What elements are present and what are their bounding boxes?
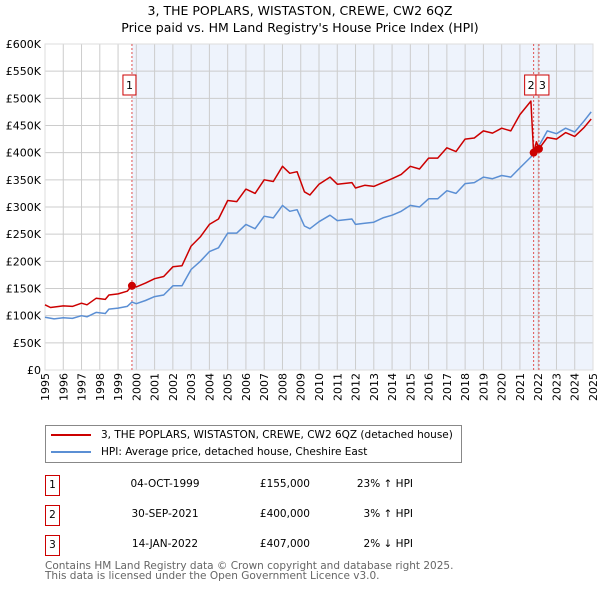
transaction-price: £400,000	[259, 508, 310, 520]
transaction-hpi-diff: 3% ↑ HPI	[363, 508, 413, 520]
x-tick-label: 1996	[57, 373, 70, 401]
y-tick-label: £150K	[6, 283, 42, 296]
sale-point	[127, 281, 136, 290]
plot-border	[44, 43, 594, 371]
sale-label-box	[122, 74, 137, 96]
y-tick-label: £450K	[6, 120, 42, 133]
x-tick-label: 2005	[222, 373, 235, 401]
chart-title-line2: Price paid vs. HM Land Registry's House …	[121, 20, 479, 35]
x-tick-label: 2003	[185, 373, 198, 401]
x-tick-label: 2009	[295, 373, 308, 401]
x-tick-label: 2016	[423, 373, 436, 401]
y-tick-label: £550K	[6, 65, 42, 78]
sale-point	[534, 144, 543, 153]
x-tick-label: 2025	[587, 373, 600, 401]
legend-label-hpi: HPI: Average price, detached house, Ches…	[101, 446, 368, 458]
x-tick-label: 2015	[404, 373, 417, 401]
x-tick-label: 2006	[240, 373, 253, 401]
x-tick-label: 2014	[386, 373, 399, 401]
transaction-row: 2 30-SEP-2021 £400,000 3% ↑ HPI	[45, 505, 465, 526]
y-tick-label: £50K	[13, 337, 42, 350]
x-tick-label: 2011	[331, 373, 344, 401]
transaction-number: 3	[45, 535, 60, 556]
y-tick-label: £400K	[6, 147, 42, 160]
hpi-line	[44, 111, 592, 320]
x-tick-label: 2000	[130, 373, 143, 401]
x-tick-label: 2002	[167, 373, 180, 401]
transaction-price: £407,000	[259, 538, 310, 550]
transaction-hpi-diff: 2% ↓ HPI	[363, 538, 413, 550]
y-tick-label: £200K	[6, 255, 42, 268]
x-tick-label: 2007	[258, 373, 271, 401]
x-tick-label: 2022	[532, 373, 545, 401]
transaction-row: 1 04-OCT-1999 £155,000 23% ↑ HPI	[45, 475, 465, 496]
y-tick-label: £0	[27, 364, 41, 377]
legend-item-hpi: HPI: Average price, detached house, Ches…	[51, 446, 367, 458]
price-chart: £0 £50K £100K £150K £200K £250K £300K £350K £400…	[6, 38, 600, 401]
transaction-date: 14-JAN-2022	[131, 538, 199, 550]
chart-title-line1: 3, THE POPLARS, WISTASTON, CREWE, CW2 6Q…	[147, 3, 453, 18]
sale-label-box	[535, 74, 550, 96]
legend-label-property: 3, THE POPLARS, WISTASTON, CREWE, CW2 6Q…	[101, 429, 453, 441]
x-tick-label: 2004	[203, 373, 216, 401]
y-tick-label: £500K	[6, 92, 42, 105]
transaction-date: 04-OCT-1999	[130, 478, 200, 490]
x-tick-label: 2021	[514, 373, 527, 401]
y-tick-label: £250K	[6, 228, 42, 241]
transaction-date: 30-SEP-2021	[131, 508, 199, 520]
transaction-number: 2	[45, 505, 60, 526]
x-tick-label: 2012	[350, 373, 363, 401]
x-tick-label: 2020	[496, 373, 509, 401]
sale-label-number: 3	[539, 79, 546, 92]
y-tick-label: £600K	[6, 38, 42, 51]
x-tick-label: 2024	[569, 373, 582, 401]
x-tick-label: 1995	[39, 373, 52, 401]
transaction-number: 1	[45, 475, 60, 496]
transaction-hpi-diff: 23% ↑ HPI	[356, 478, 413, 490]
x-tick-label: 2017	[441, 373, 454, 401]
y-tick-label: £100K	[6, 310, 42, 323]
x-tick-label: 2010	[313, 373, 326, 401]
x-tick-label: 1999	[112, 373, 125, 401]
legend: 3, THE POPLARS, WISTASTON, CREWE, CW2 6Q…	[45, 425, 462, 463]
legend-swatch-property	[51, 434, 91, 436]
x-tick-label: 2001	[149, 373, 162, 401]
x-tick-label: 2008	[276, 373, 289, 401]
x-tick-label: 1998	[94, 373, 107, 401]
x-tick-label: 2013	[368, 373, 381, 401]
y-tick-label: £300K	[6, 201, 42, 214]
x-tick-label: 1997	[76, 373, 89, 401]
transaction-row: 3 14-JAN-2022 £407,000 2% ↓ HPI	[45, 535, 465, 556]
sale-label-number: 1	[126, 79, 133, 92]
x-tick-label: 2023	[550, 373, 563, 401]
y-tick-label: £350K	[6, 174, 42, 187]
sale-label-number: 2	[528, 79, 535, 92]
x-tick-label: 2018	[459, 373, 472, 401]
legend-item-property: 3, THE POPLARS, WISTASTON, CREWE, CW2 6Q…	[51, 429, 453, 441]
transaction-price: £155,000	[259, 478, 310, 490]
x-tick-label: 2019	[477, 373, 490, 401]
footer-licence: This data is licensed under the Open Gov…	[45, 570, 380, 582]
footer-copyright: Contains HM Land Registry data © Crown c…	[45, 560, 454, 572]
legend-swatch-hpi	[51, 451, 91, 453]
